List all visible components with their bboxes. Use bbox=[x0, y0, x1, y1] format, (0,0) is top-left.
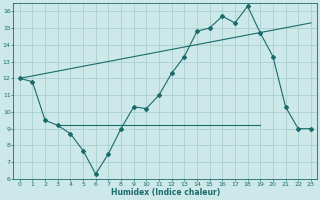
X-axis label: Humidex (Indice chaleur): Humidex (Indice chaleur) bbox=[111, 188, 220, 197]
